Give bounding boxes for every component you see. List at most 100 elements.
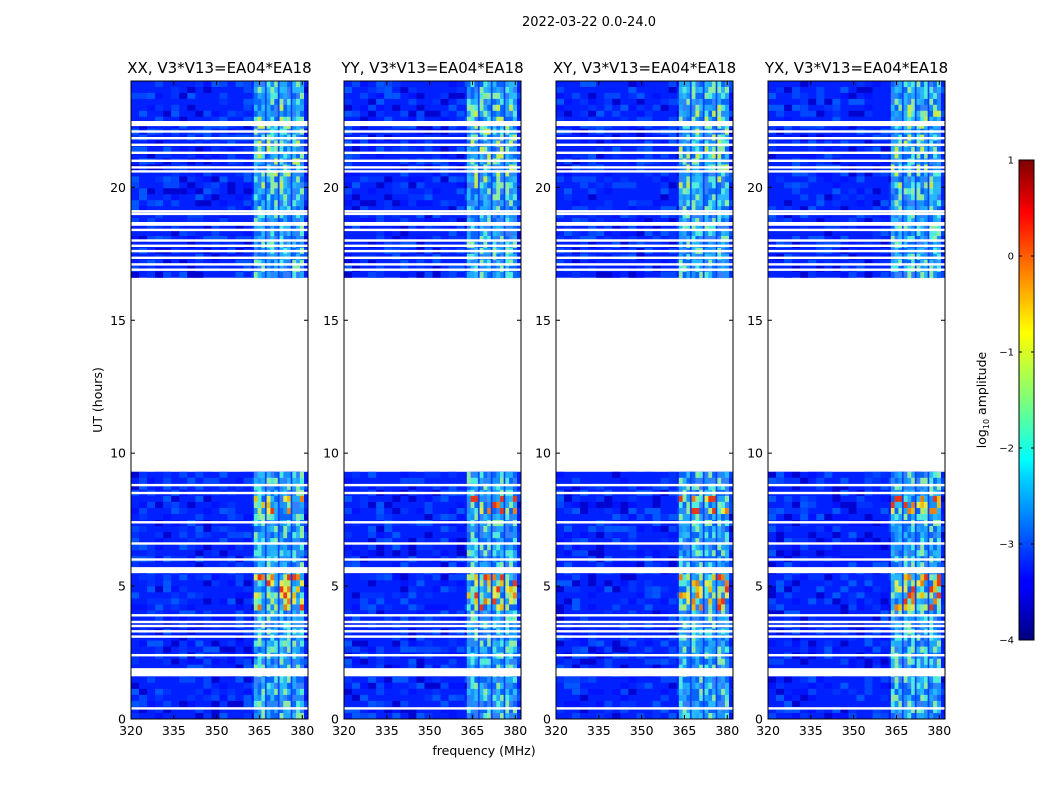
noise-cell bbox=[440, 218, 449, 225]
flag-gap bbox=[131, 614, 308, 617]
band-cell bbox=[474, 104, 479, 112]
noise-cell bbox=[400, 700, 409, 707]
band-cell bbox=[474, 224, 479, 231]
band-cell bbox=[704, 526, 709, 533]
noise-cell bbox=[384, 508, 393, 514]
band-cell bbox=[704, 694, 709, 702]
noise-cell bbox=[219, 92, 228, 99]
band-cell bbox=[505, 532, 510, 539]
noise-cell bbox=[163, 495, 172, 502]
band-cell bbox=[466, 610, 471, 617]
band-cell bbox=[496, 514, 501, 521]
band-cell bbox=[678, 501, 683, 509]
noise-cell bbox=[243, 206, 252, 213]
noise-cell bbox=[612, 98, 621, 105]
band-cell bbox=[257, 586, 262, 593]
x-tick-label: 320 bbox=[332, 723, 356, 738]
noise-cell bbox=[604, 586, 613, 593]
band-cell bbox=[496, 495, 501, 503]
band-cell bbox=[470, 562, 475, 569]
band-cell bbox=[691, 586, 696, 593]
band-cell bbox=[699, 508, 704, 515]
band-cell bbox=[691, 598, 696, 605]
band-cell bbox=[296, 694, 301, 702]
band-cell bbox=[287, 87, 292, 94]
band-cell bbox=[287, 104, 292, 112]
noise-cell bbox=[163, 471, 172, 478]
noise-cell bbox=[179, 259, 188, 266]
band-cell bbox=[253, 194, 258, 201]
band-cell bbox=[712, 526, 717, 533]
noise-cell bbox=[368, 501, 377, 508]
band-cell bbox=[296, 688, 301, 696]
band-cell bbox=[496, 176, 501, 183]
noise-cell bbox=[392, 550, 401, 557]
band-cell bbox=[470, 259, 475, 267]
noise-cell bbox=[660, 182, 669, 189]
noise-cell bbox=[163, 676, 172, 683]
band-cell bbox=[483, 170, 488, 177]
noise-cell bbox=[360, 259, 369, 266]
band-cell bbox=[296, 676, 301, 684]
band-cell bbox=[470, 87, 475, 94]
noise-cell bbox=[235, 194, 244, 201]
noise-cell bbox=[360, 81, 369, 87]
noise-cell bbox=[203, 170, 212, 177]
flag-gap bbox=[131, 707, 308, 710]
band-cell bbox=[470, 495, 475, 503]
band-cell bbox=[479, 604, 484, 611]
band-cell bbox=[266, 146, 271, 153]
band-cell bbox=[505, 598, 510, 605]
band-cell bbox=[487, 471, 492, 479]
y-tick-label: 20 bbox=[110, 180, 126, 195]
noise-cell bbox=[440, 170, 449, 177]
band-cell bbox=[496, 98, 501, 106]
noise-cell bbox=[344, 508, 352, 514]
noise-cell bbox=[360, 206, 369, 213]
noise-cell bbox=[171, 170, 180, 177]
band-cell bbox=[261, 598, 266, 605]
band-cell bbox=[474, 658, 479, 665]
band-cell bbox=[500, 188, 505, 195]
noise-cell bbox=[219, 694, 228, 701]
band-cell bbox=[474, 610, 479, 617]
noise-cell bbox=[448, 514, 457, 520]
band-cell bbox=[678, 574, 683, 581]
band-cell bbox=[257, 176, 262, 183]
band-cell bbox=[299, 271, 304, 279]
noise-cell bbox=[588, 104, 597, 111]
noise-cell bbox=[424, 664, 433, 671]
band-cell bbox=[500, 170, 505, 177]
noise-cell bbox=[163, 700, 172, 707]
band-cell bbox=[466, 212, 471, 219]
band-cell bbox=[512, 483, 517, 491]
band-cell bbox=[470, 706, 475, 714]
band-cell bbox=[470, 640, 475, 647]
noise-cell bbox=[187, 501, 196, 508]
band-cell bbox=[483, 104, 488, 112]
band-cell bbox=[474, 92, 479, 100]
band-cell bbox=[496, 116, 501, 124]
band-cell bbox=[279, 116, 284, 124]
noise-cell bbox=[155, 713, 164, 719]
noise-cell bbox=[243, 676, 252, 683]
noise-cell bbox=[131, 471, 139, 478]
band-cell bbox=[483, 152, 488, 159]
band-cell bbox=[253, 230, 258, 237]
noise-cell bbox=[400, 706, 409, 713]
noise-cell bbox=[432, 604, 441, 611]
band-cell bbox=[695, 598, 700, 605]
noise-cell bbox=[235, 170, 244, 177]
noise-cell bbox=[171, 664, 180, 671]
band-cell bbox=[682, 610, 687, 617]
band-cell bbox=[470, 170, 475, 177]
band-cell bbox=[470, 664, 475, 671]
noise-cell bbox=[572, 604, 581, 611]
band-cell bbox=[287, 616, 292, 623]
noise-cell bbox=[400, 230, 409, 236]
band-cell bbox=[474, 483, 479, 491]
band-cell bbox=[296, 146, 301, 153]
band-cell bbox=[466, 713, 471, 720]
noise-cell bbox=[644, 646, 653, 653]
